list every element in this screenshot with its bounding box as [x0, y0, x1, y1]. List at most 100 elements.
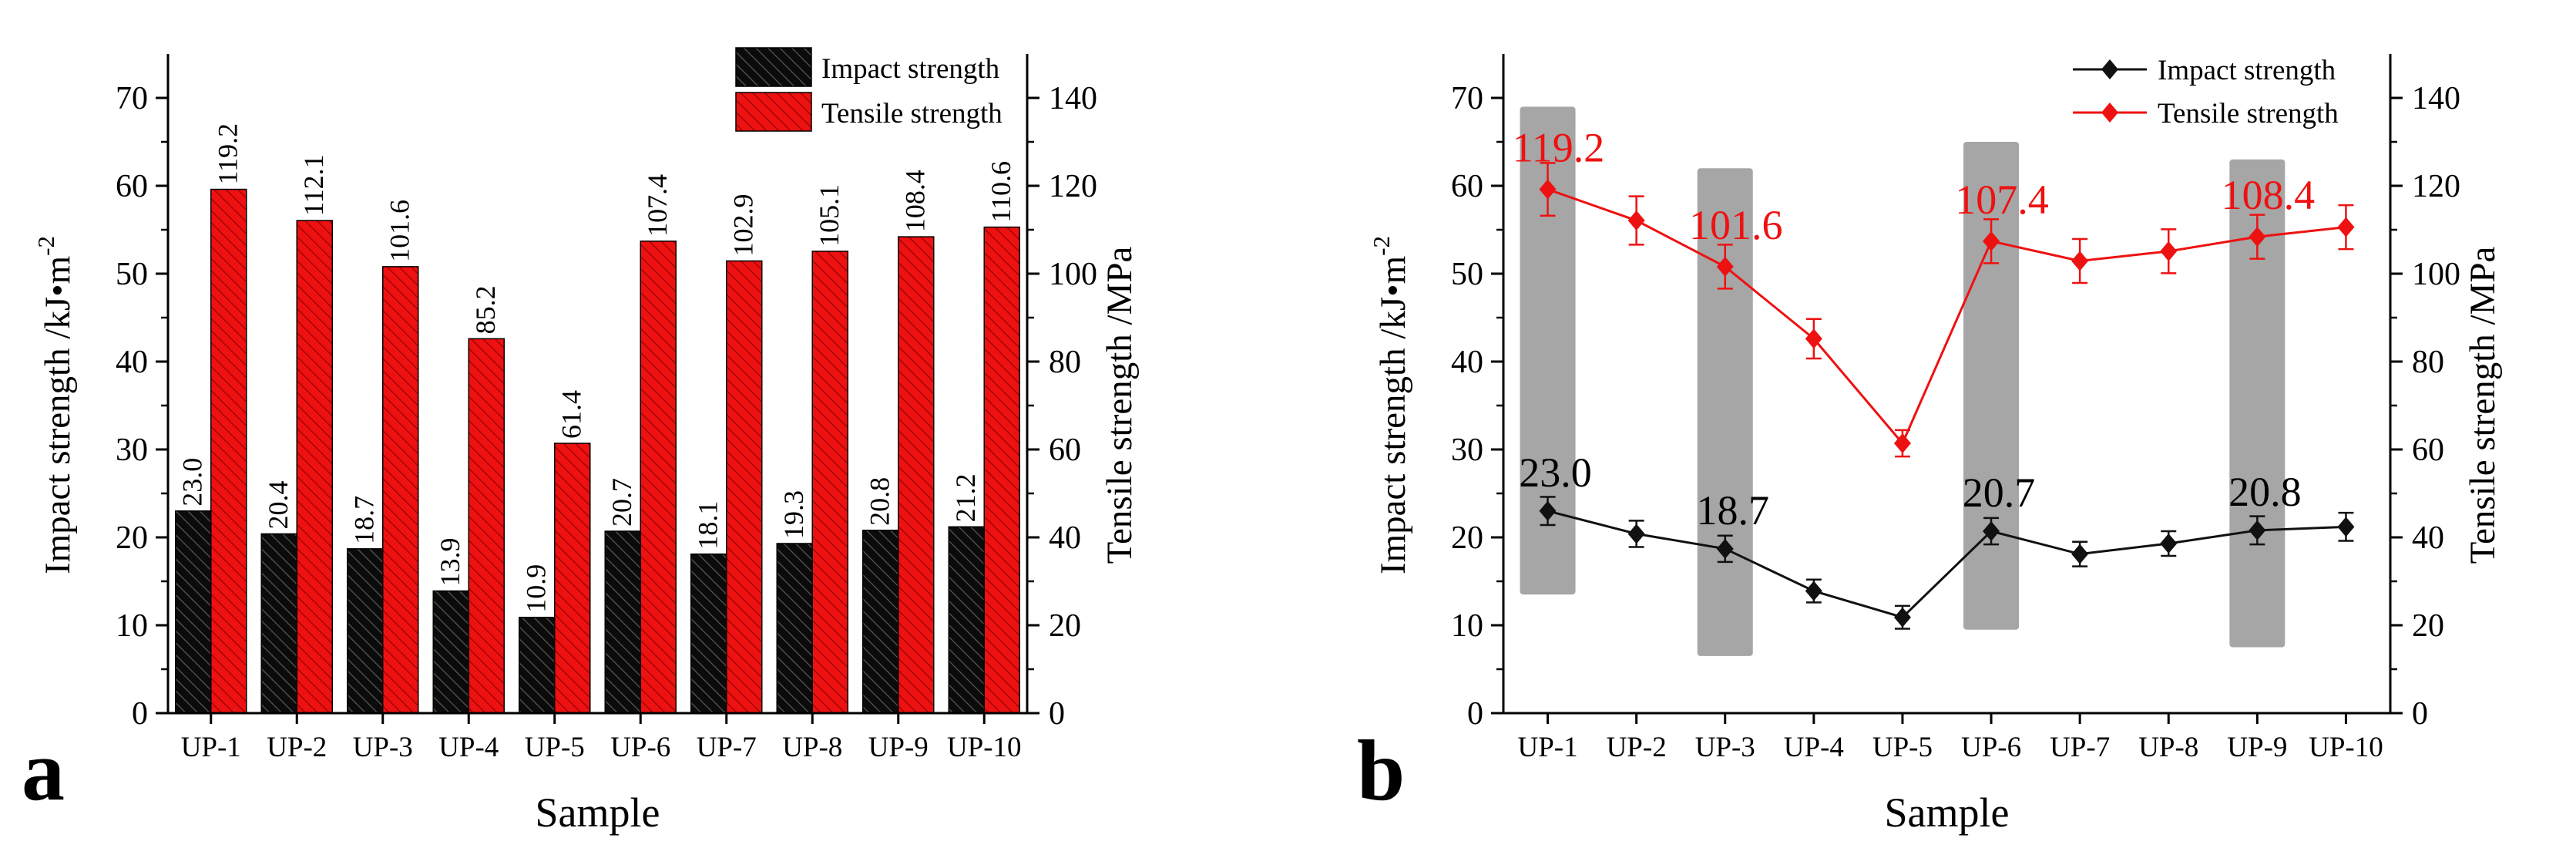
legend: Impact strength Tensile strength [735, 47, 1003, 132]
x-tick-label: UP-4 [438, 732, 499, 763]
highlight-band [1697, 168, 1753, 656]
y-right-tick-label: 20 [1049, 608, 1081, 644]
impact-bar [776, 543, 813, 714]
x-tick-label: UP-10 [947, 732, 1022, 763]
tensile-bar [296, 220, 333, 714]
y-right-tick-label: 140 [1049, 81, 1097, 116]
y-right-tick-label: 120 [1049, 169, 1097, 204]
tensile-point [2337, 217, 2355, 237]
tensile-bar [210, 188, 247, 714]
impact-bar-label: 13.9 [435, 538, 465, 587]
tensile-point [1805, 328, 1822, 349]
panel-label: a [22, 723, 65, 819]
tensile-point [1893, 433, 1911, 454]
tensile-bar-label: 107.4 [642, 174, 673, 237]
x-tick-label: UP-9 [2227, 732, 2287, 763]
y-right-tick-label: 100 [1049, 257, 1097, 292]
tensile-point [1539, 179, 1557, 200]
tensile-bar-label: 101.6 [385, 200, 415, 262]
tensile-bar-label: 61.4 [556, 390, 587, 439]
tensile-point [2160, 241, 2178, 261]
impact-bar [862, 530, 899, 714]
tensile-bar [382, 266, 419, 714]
y-tick-label: 60 [116, 169, 148, 204]
y-tick-label: 0 [1467, 696, 1483, 732]
y-tick-label: 60 [1451, 169, 1483, 204]
impact-bar-label: 20.4 [263, 480, 294, 529]
tensile-annotation: 108.4 [2222, 172, 2316, 218]
y-tick-label: 70 [1451, 81, 1483, 116]
impact-bar [347, 548, 384, 714]
legend-impact-label: Impact strength [821, 53, 1000, 85]
tensile-bar-label: 102.9 [728, 194, 759, 256]
impact-line [1547, 510, 2346, 619]
y-right-tick-label: 120 [2412, 169, 2460, 204]
y-axis-title-exponent: -2 [32, 236, 59, 256]
impact-bar [519, 616, 556, 714]
impact-annotation: 18.7 [1697, 487, 1770, 534]
y-right-tick-label: 0 [2412, 696, 2428, 732]
impact-point [2071, 544, 2089, 564]
panel-b: 0 10 20 30 40 50 60 70 0 20 40 60 80 100 120 140 UP-1 UP-… [1357, 54, 2503, 836]
tensile-bar [468, 338, 505, 714]
impact-point [1716, 538, 1734, 559]
impact-point [1983, 521, 2000, 542]
y-right-tick-label: 80 [1049, 345, 1081, 380]
y-tick-label: 20 [116, 520, 148, 556]
y-right-tick-label: 80 [2412, 345, 2444, 380]
tensile-bar-label: 119.2 [213, 123, 243, 185]
x-tick-label: UP-8 [2138, 732, 2198, 763]
tensile-bar [898, 236, 935, 714]
x-tick-label: UP-9 [868, 732, 929, 763]
impact-point [1627, 523, 1645, 544]
x-tick-label: UP-2 [267, 732, 327, 763]
y-tick-label: 50 [1451, 257, 1483, 292]
y-axis-title: Impact strength /kJ•m-2 [1368, 236, 1413, 574]
tensile-bar-label: 112.1 [298, 154, 329, 216]
y-right-tick-label: 60 [2412, 433, 2444, 468]
tensile-bar [983, 226, 1020, 714]
impact-point [1805, 581, 1822, 601]
x-axis-title: Sample [536, 789, 660, 836]
y-axis-title: Impact strength /kJ•m-2 [32, 236, 78, 574]
impact-bar [948, 526, 985, 714]
impact-annotation: 23.0 [1519, 449, 1592, 496]
x-tick-label: UP-3 [1695, 732, 1755, 763]
impact-bar-label: 20.8 [865, 477, 895, 526]
x-tick-label: UP-4 [1784, 732, 1844, 763]
tensile-bar [726, 260, 763, 714]
x-tick-label: UP-10 [2309, 732, 2383, 763]
impact-bar-label: 21.2 [950, 473, 981, 522]
tensile-point [1983, 231, 2000, 251]
x-tick-label: UP-8 [782, 732, 842, 763]
x-tick-label: UP-6 [1961, 732, 2021, 763]
y-tick-label: 40 [116, 345, 148, 380]
legend-tensile-swatch [735, 92, 812, 132]
impact-bar-label: 23.0 [177, 458, 208, 507]
y-tick-label: 0 [132, 696, 148, 732]
tensile-point [1627, 210, 1645, 231]
x-tick-label: UP-5 [1872, 732, 1933, 763]
impact-bar [432, 590, 469, 714]
tensile-point [1716, 256, 1734, 277]
y-right-tick-label: 140 [2412, 81, 2460, 116]
y-tick-label: 40 [1451, 345, 1483, 380]
tensile-annotation: 119.2 [1513, 125, 1605, 171]
y-tick-label: 30 [116, 433, 148, 468]
tensile-bar [640, 241, 677, 714]
y-right-tick-label: 100 [2412, 257, 2460, 292]
legend-impact-marker [2101, 59, 2118, 79]
tensile-bar-label: 105.1 [814, 184, 845, 247]
highlight-band [1963, 142, 2020, 630]
x-tick-label: UP-7 [697, 732, 757, 763]
y-right-tick-label: 40 [1049, 520, 1081, 556]
x-tick-label: UP-1 [181, 732, 241, 763]
impact-bar-label: 10.9 [521, 564, 552, 613]
legend-tensile-label: Tensile strength [821, 98, 1003, 130]
y-right-tick-label: 20 [2412, 608, 2444, 644]
tensile-annotation: 107.4 [1955, 177, 2049, 223]
legend: Impact strength Tensile strength [2073, 55, 2339, 130]
panel-label: b [1357, 723, 1405, 819]
x-tick-label: UP-3 [353, 732, 413, 763]
y-right-tick-label: 40 [2412, 520, 2444, 556]
